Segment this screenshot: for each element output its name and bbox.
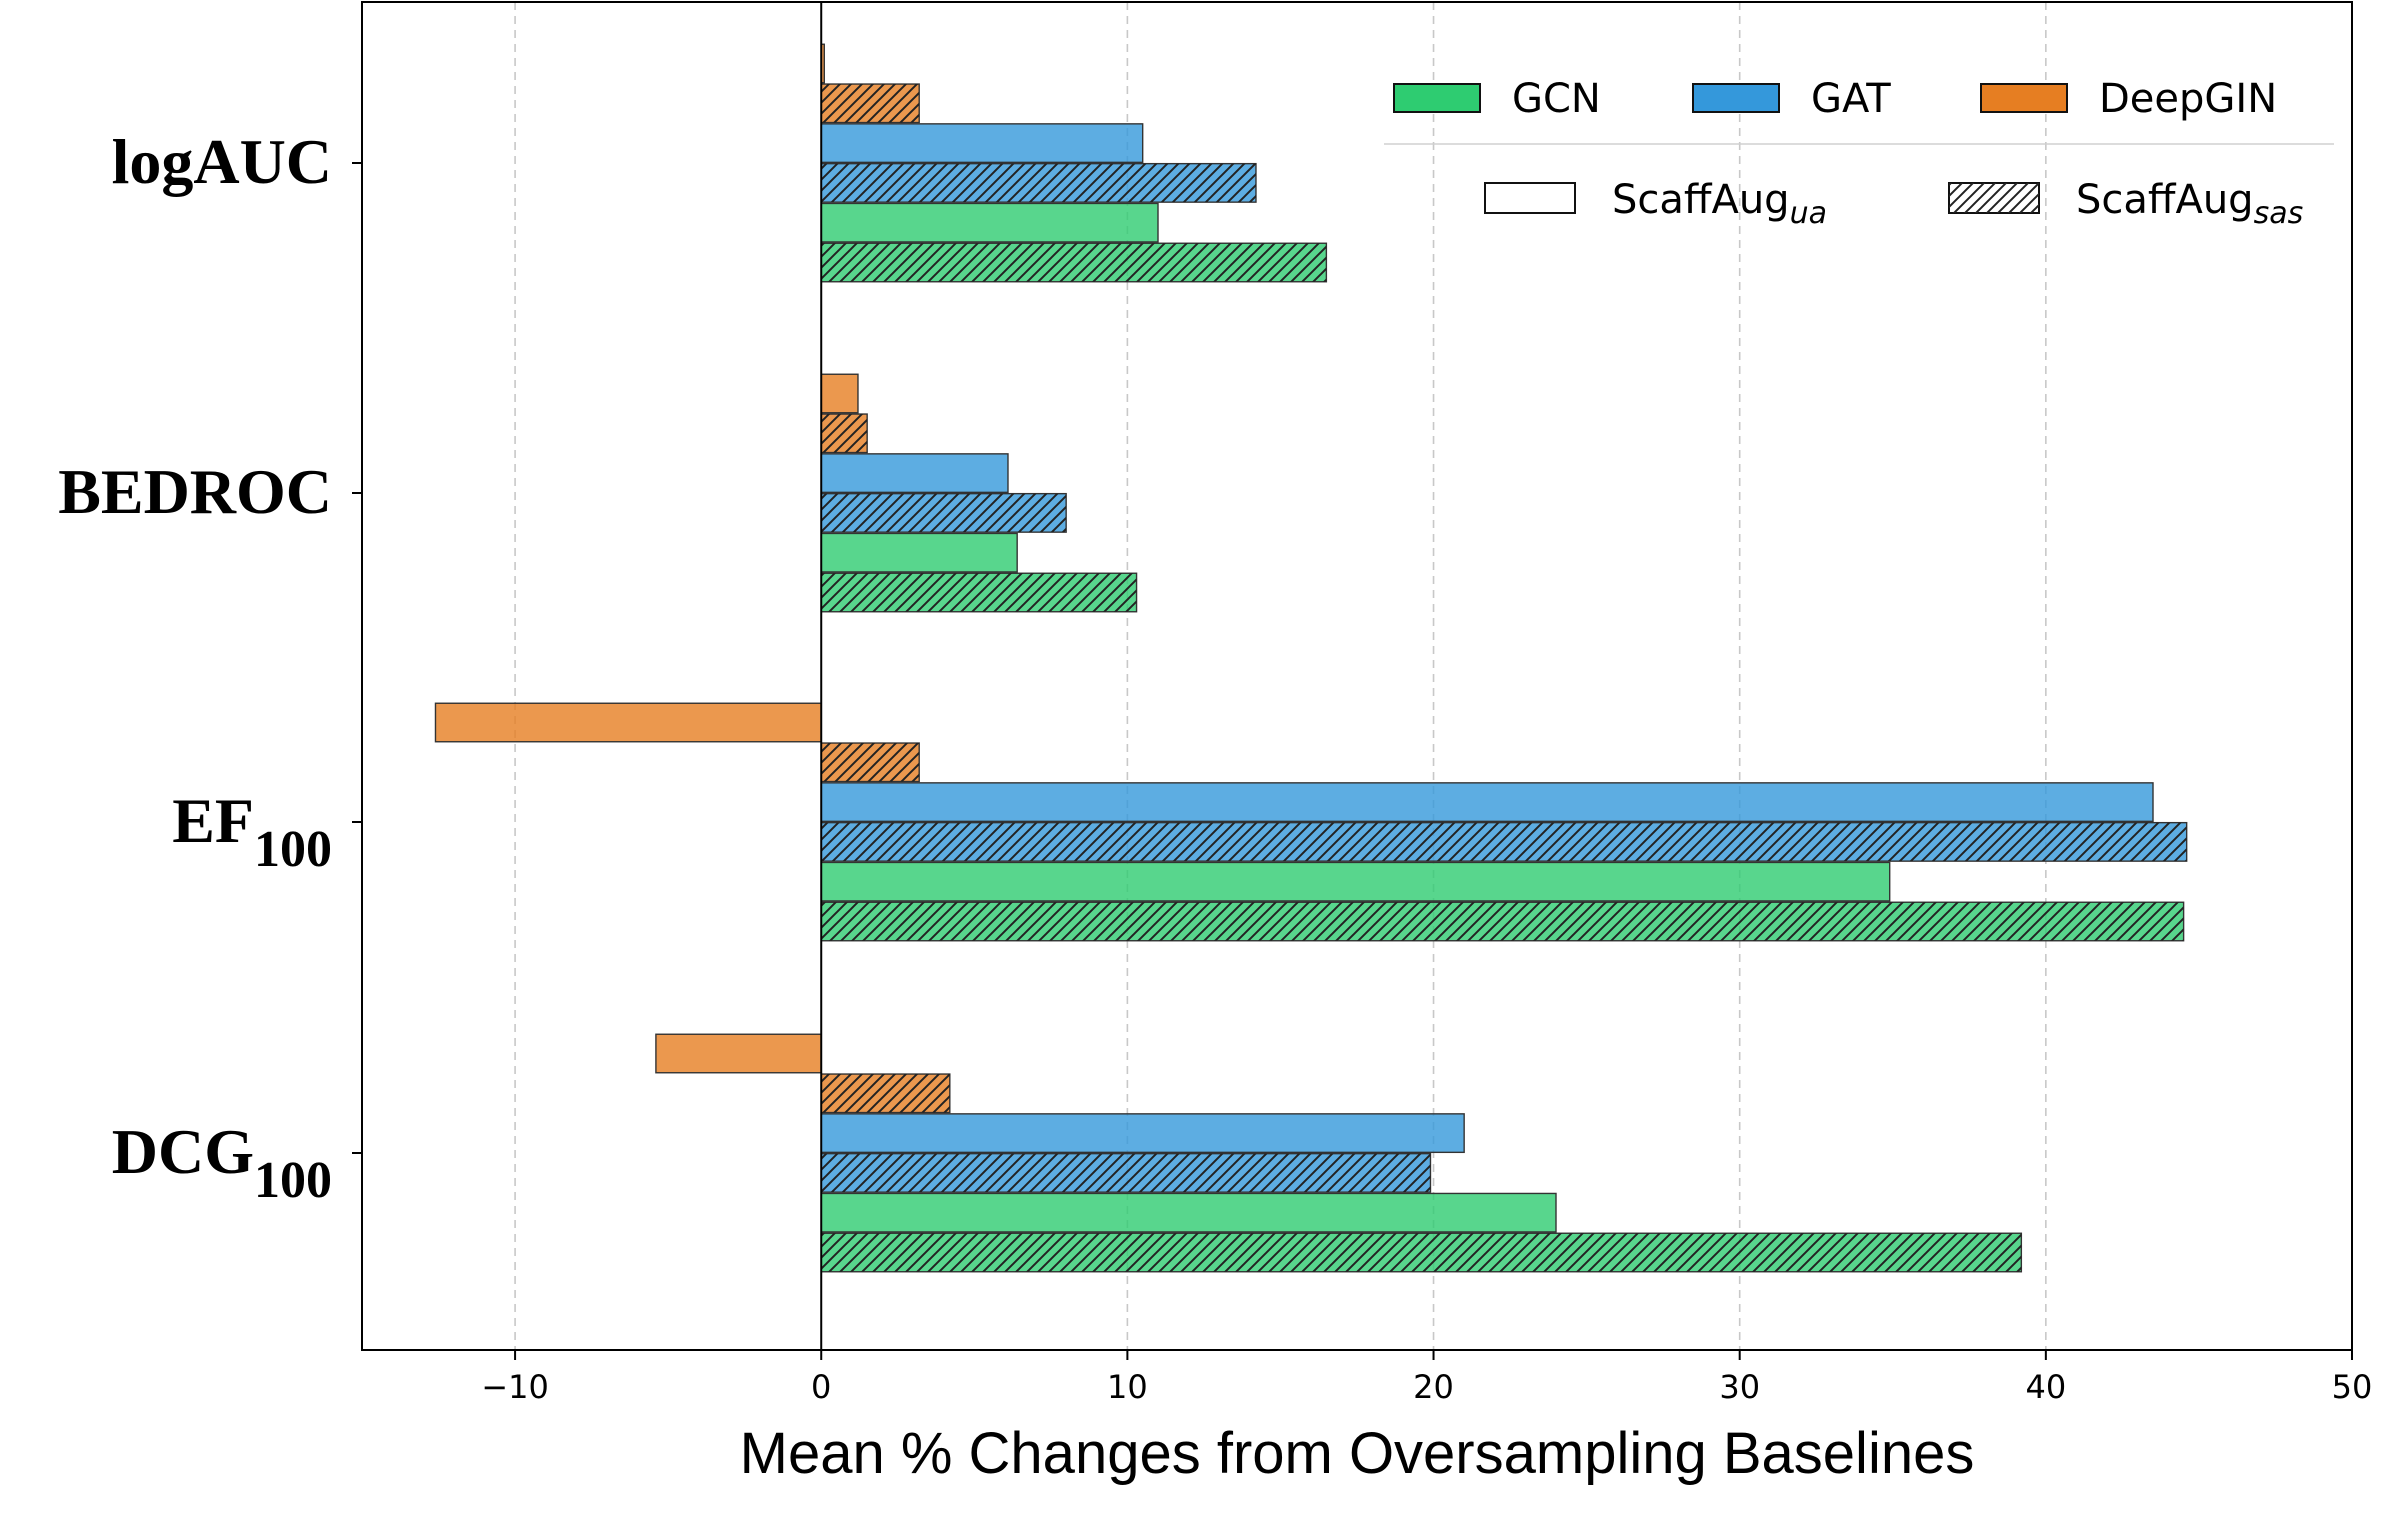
legend-label-gcn: GCN xyxy=(1512,76,1601,122)
bar-gat-scaffaug-ua xyxy=(820,453,1009,494)
legend-label-scaffaug-ua: ScaffAugua xyxy=(1612,177,1827,231)
bar-hatch xyxy=(821,1233,2022,1272)
bar-deepgin-scaffaug-ua xyxy=(820,373,859,414)
bar-hatch xyxy=(821,822,2187,862)
category-label-logauc: logAUC xyxy=(112,126,332,197)
x-tick-label: 40 xyxy=(2025,1368,2066,1406)
bar-gcn-scaffaug-ua xyxy=(820,202,1159,243)
bar-hatch xyxy=(821,1153,1431,1193)
bar-hatch xyxy=(821,573,1137,612)
bar-hatch xyxy=(821,84,920,123)
legend-swatch-gcn xyxy=(1393,83,1481,113)
bar-hatch xyxy=(821,163,1256,203)
bar-hatch xyxy=(821,902,2184,941)
x-tick-label: 0 xyxy=(811,1368,831,1406)
bar-hatch xyxy=(821,493,1067,533)
bar-hatch xyxy=(821,743,920,782)
bar-gat-scaffaug-ua xyxy=(820,123,1144,164)
legend-label-deepgin: DeepGIN xyxy=(2099,76,2277,122)
legend-label-scaffaug-sas: ScaffAugsas xyxy=(2076,177,2303,231)
bar-hatch xyxy=(821,1074,950,1113)
legend-label-gat: GAT xyxy=(1811,76,1891,122)
x-tick-label: 50 xyxy=(2332,1368,2373,1406)
plot-frame xyxy=(361,1,2353,1351)
bar-hatch xyxy=(821,243,1327,282)
labels: −10 0 10 20 30 40 50 logAUC BEDROC EF100 DCG100 Mea… xyxy=(58,126,2372,1486)
category-label-bedroc: BEDROC xyxy=(58,456,332,527)
legend-swatch-hatch xyxy=(1949,183,2039,213)
bar-hatch xyxy=(821,414,868,453)
x-tick-label: −10 xyxy=(481,1368,549,1406)
bar-gat-scaffaug-ua xyxy=(820,1113,1465,1154)
bar-deepgin-scaffaug-ua xyxy=(434,702,822,743)
category-label-ef: EF100 xyxy=(172,785,332,878)
x-tick-label: 20 xyxy=(1413,1368,1454,1406)
legend: GCN GAT DeepGIN ScaffAugua ScaffAugsas xyxy=(1384,76,2334,231)
bar-deepgin-scaffaug-ua xyxy=(655,1033,822,1074)
legend-swatch-gat xyxy=(1692,83,1780,113)
legend-swatch-ua xyxy=(1484,182,1576,214)
legend-swatch-deepgin xyxy=(1980,83,2068,113)
x-tick-label: 30 xyxy=(1719,1368,1760,1406)
bar-gcn-scaffaug-ua xyxy=(820,532,1018,573)
axes xyxy=(352,1,2353,1360)
category-label-dcg: DCG100 xyxy=(112,1116,332,1209)
bar-gcn-scaffaug-ua xyxy=(820,1192,1557,1233)
bar-gcn-scaffaug-ua xyxy=(820,861,1891,902)
x-axis-title: Mean % Changes from Oversampling Baselin… xyxy=(740,1421,1975,1486)
bars xyxy=(434,43,2188,1273)
x-tick-label: 10 xyxy=(1107,1368,1148,1406)
bar-gat-scaffaug-ua xyxy=(820,782,2154,823)
